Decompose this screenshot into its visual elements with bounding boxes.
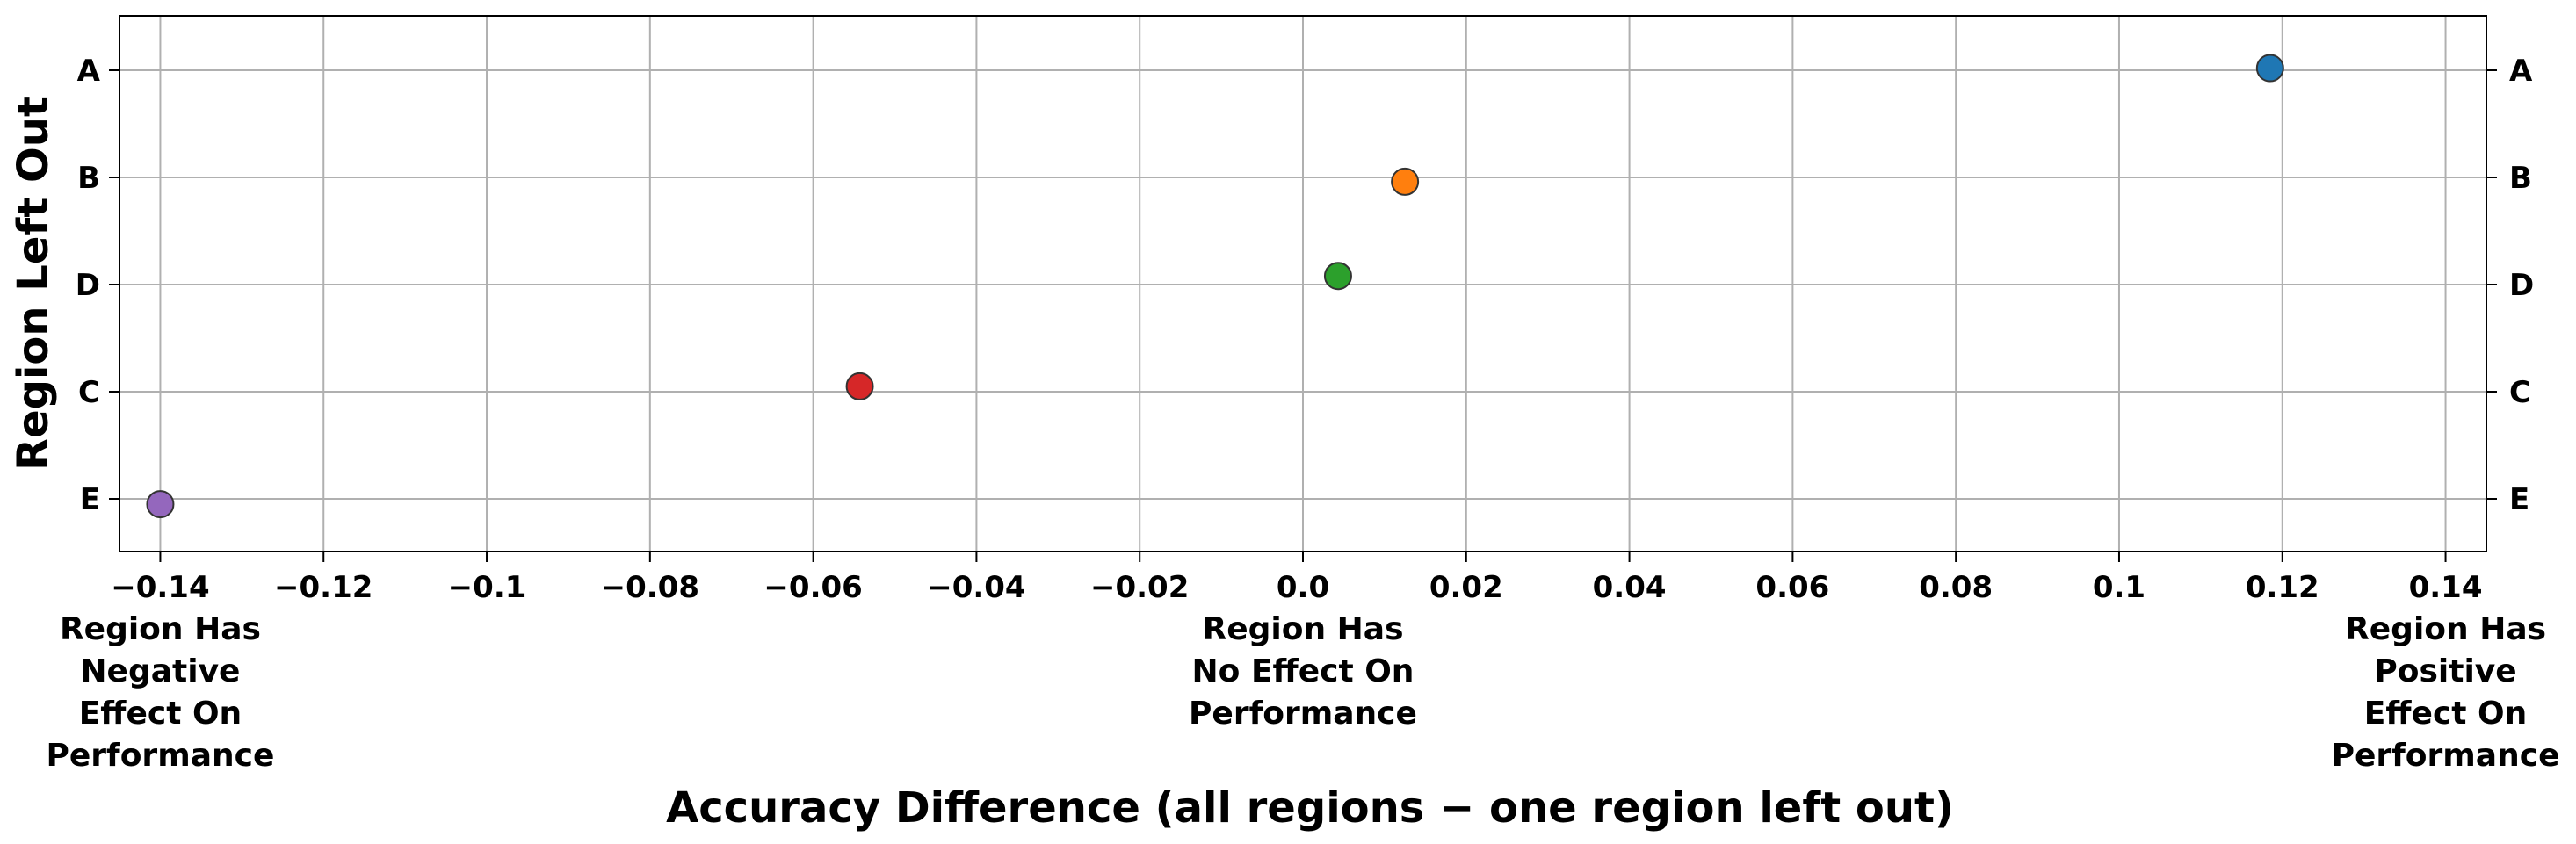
x-tick-label: 0.04	[1593, 570, 1667, 605]
x-axis-title: Accuracy Difference (all regions − one r…	[666, 783, 1954, 833]
y-tick-label-right: C	[2509, 375, 2531, 410]
annotation-line: Effect On	[2364, 696, 2527, 732]
x-tick-label: −0.02	[1090, 570, 1189, 605]
annotation-line: Region Has	[2345, 611, 2546, 647]
y-tick-label-left: D	[76, 268, 100, 303]
x-tick-label: −0.08	[601, 570, 699, 605]
data-point-D	[1323, 262, 1352, 291]
y-tick-label-right: A	[2509, 54, 2533, 89]
x-tick-label: −0.04	[927, 570, 1025, 605]
data-point-B	[1391, 167, 1420, 196]
annotation-line: No Effect On	[1192, 653, 1415, 689]
annotation-line: Performance	[2332, 738, 2560, 774]
x-tick-label: −0.14	[111, 570, 209, 605]
x-tick-label: 0.12	[2246, 570, 2319, 605]
data-point-A	[2255, 54, 2284, 83]
data-point-E	[146, 490, 175, 519]
y-tick-label-right: B	[2509, 161, 2532, 196]
annotation-line: Performance	[46, 738, 274, 774]
y-axis-ticks: A A B B D D C C E E	[76, 54, 2534, 517]
y-tick-label-left: C	[78, 375, 100, 410]
plot-frame	[119, 15, 2487, 552]
x-tick-label: 0.02	[1429, 570, 1503, 605]
x-tick-label: −0.12	[274, 570, 373, 605]
x-tick-label: 0.08	[1919, 570, 1993, 605]
effect-annotation: Region Has Negative Effect On Performance	[46, 611, 274, 774]
annotation-line: Region Has	[60, 611, 261, 647]
x-tick-label: −0.06	[763, 570, 862, 605]
y-tick-label-left: E	[80, 482, 100, 517]
annotation-line: Negative	[80, 653, 240, 689]
annotation-line: Effect On	[79, 696, 242, 732]
x-tick-label: 0.1	[2093, 570, 2145, 605]
annotation-line: Region Has	[1203, 611, 1404, 647]
effect-annotation: Region Has Positive Effect On Performance	[2332, 611, 2560, 774]
y-tick-label-left: A	[77, 54, 101, 89]
annotation-line: Performance	[1189, 696, 1417, 732]
y-axis-title: Region Left Out	[9, 97, 58, 471]
data-points	[146, 54, 2284, 519]
x-tick-label: 0.06	[1755, 570, 1829, 605]
gridlines	[119, 16, 2486, 552]
y-tick-label-right: E	[2509, 482, 2529, 517]
data-point-C	[845, 372, 874, 400]
annotation-line: Positive	[2374, 653, 2516, 689]
x-tick-label: 0.0	[1277, 570, 1329, 605]
y-tick-label-left: B	[77, 161, 100, 196]
x-tick-label: −0.1	[448, 570, 526, 605]
y-tick-label-right: D	[2509, 268, 2534, 303]
x-axis-ticks: −0.14 −0.12 −0.1 −0.08 −0.06 −0.04 −0.02 0.0 0.0…	[111, 552, 2482, 605]
effect-annotation: Region Has No Effect On Performance	[1189, 611, 1417, 732]
x-tick-label: 0.14	[2409, 570, 2483, 605]
